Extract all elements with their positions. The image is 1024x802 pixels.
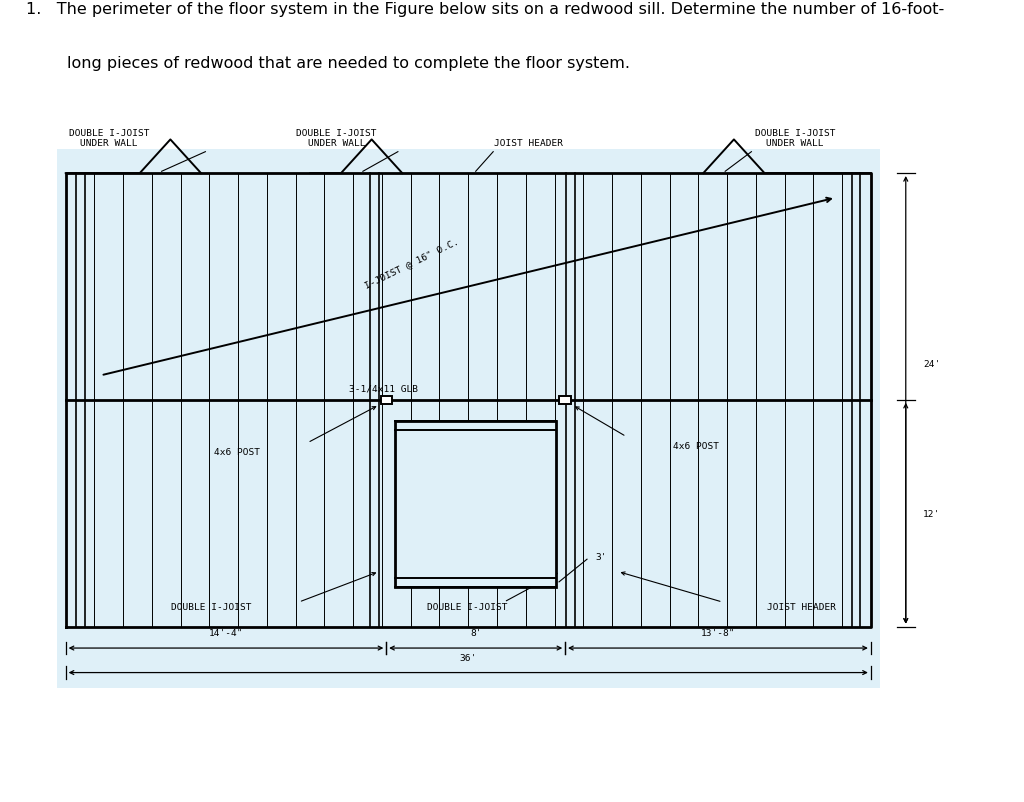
Text: 13'-8": 13'-8"	[700, 628, 735, 638]
Text: DOUBLE I-JOIST
UNDER WALL: DOUBLE I-JOIST UNDER WALL	[755, 129, 836, 148]
Polygon shape	[559, 396, 570, 404]
Text: JOIST HEADER: JOIST HEADER	[494, 140, 563, 148]
Text: 3': 3'	[596, 552, 607, 561]
Text: 4x6 POST: 4x6 POST	[214, 448, 260, 457]
Text: I-JOIST @ 16" O.C.: I-JOIST @ 16" O.C.	[364, 237, 460, 290]
Text: DOUBLE I-JOIST
UNDER WALL: DOUBLE I-JOIST UNDER WALL	[296, 129, 377, 148]
Text: 12': 12'	[924, 509, 940, 518]
Text: 3-1/4x11 GLB: 3-1/4x11 GLB	[349, 384, 418, 393]
Text: long pieces of redwood that are needed to complete the floor system.: long pieces of redwood that are needed t…	[67, 56, 630, 71]
Text: 1.   The perimeter of the floor system in the Figure below sits on a redwood sil: 1. The perimeter of the floor system in …	[26, 2, 944, 17]
Text: 24': 24'	[924, 359, 940, 368]
Text: DOUBLE I-JOIST
UNDER WALL: DOUBLE I-JOIST UNDER WALL	[69, 129, 150, 148]
Text: DOUBLE I-JOIST: DOUBLE I-JOIST	[171, 603, 252, 612]
Text: JOIST HEADER: JOIST HEADER	[767, 603, 836, 612]
Text: 4x6 POST: 4x6 POST	[674, 442, 720, 451]
Text: DOUBLE: DOUBLE	[440, 478, 476, 488]
Polygon shape	[395, 422, 556, 587]
Text: HEADER: HEADER	[440, 519, 476, 529]
FancyBboxPatch shape	[57, 149, 880, 688]
Polygon shape	[381, 396, 392, 404]
Text: DOUBLE I-JOIST: DOUBLE I-JOIST	[427, 603, 507, 612]
Text: 8': 8'	[470, 628, 481, 638]
Text: JOIST  6'-6": JOIST 6'-6"	[422, 498, 495, 508]
Text: 36': 36'	[460, 653, 477, 662]
Text: 14'-4": 14'-4"	[209, 628, 244, 638]
